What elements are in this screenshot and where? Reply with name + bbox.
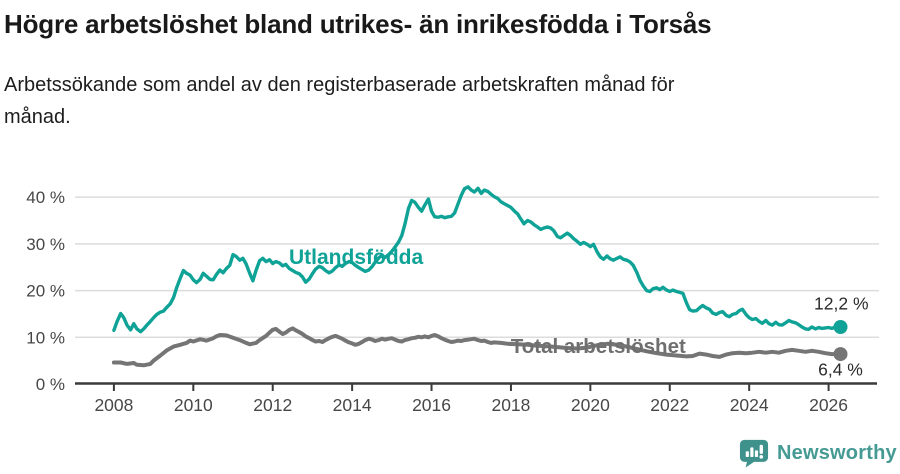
chart-subtitle: Arbetssökande som andel av den registerb… (4, 69, 674, 133)
series-label-total-arbetsloshet: Total arbetslöshet (510, 334, 686, 358)
chart-title: Högre arbetslöshet bland utrikes- än inr… (4, 9, 712, 39)
svg-text:2020: 2020 (571, 395, 610, 415)
svg-text:0 %: 0 % (36, 375, 65, 394)
svg-text:2018: 2018 (491, 395, 530, 415)
svg-text:10 %: 10 % (26, 328, 65, 347)
svg-text:40 %: 40 % (26, 188, 65, 207)
end-value-label-utlandsfodda: 12,2 % (814, 293, 869, 314)
svg-text:2024: 2024 (730, 395, 769, 415)
newsworthy-logo: Newsworthy (739, 439, 897, 468)
chart-subtitle-line-2: månad. (4, 106, 71, 128)
end-value-label-total: 6,4 % (818, 359, 863, 380)
svg-text:2022: 2022 (650, 395, 689, 415)
newsworthy-bubble-barchart-icon (739, 439, 769, 468)
newsworthy-wordmark: Newsworthy (777, 442, 897, 464)
svg-text:2008: 2008 (94, 395, 133, 415)
svg-text:2012: 2012 (253, 395, 292, 415)
svg-text:2010: 2010 (174, 395, 213, 415)
svg-text:2014: 2014 (333, 395, 372, 415)
svg-text:2026: 2026 (809, 395, 848, 415)
series-label-utlandsfodda: Utlandsfödda (289, 245, 424, 269)
svg-text:20 %: 20 % (26, 282, 65, 301)
chart-subtitle-line-1: Arbetssökande som andel av den registerb… (4, 74, 675, 96)
svg-text:2016: 2016 (412, 395, 451, 415)
svg-text:30 %: 30 % (26, 235, 65, 254)
